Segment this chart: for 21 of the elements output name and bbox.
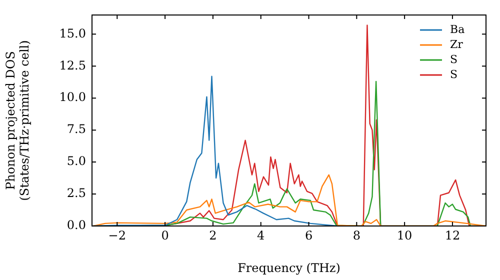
- legend-label: Zr: [450, 38, 464, 51]
- y-tick-label: 12.5: [59, 58, 86, 72]
- x-tick-label: 8: [352, 228, 360, 242]
- y-tick-label: 7.5: [66, 122, 86, 136]
- y-tick-label: 10.0: [59, 90, 86, 104]
- y-tick-label: 0.0: [66, 218, 86, 232]
- x-axis-title: Frequency (THz): [238, 260, 340, 275]
- x-tick-label: −2: [108, 228, 126, 242]
- x-tick-label: 6: [304, 228, 313, 242]
- x-tick-label: 12: [444, 228, 460, 242]
- y-tick-label: 15.0: [59, 26, 86, 40]
- x-tick-label: 4: [257, 228, 266, 242]
- legend-label: S: [450, 52, 458, 66]
- legend-label: Ba: [450, 22, 466, 36]
- y-axis-title: Phonon projected DOS (States/THz·primitive cell): [3, 40, 32, 201]
- x-tick-label: 2: [209, 228, 217, 242]
- y-tick-label: 2.5: [66, 186, 86, 200]
- legend-label: S: [450, 68, 458, 81]
- x-tick-label: 0: [161, 228, 169, 242]
- y-tick-label: 5.0: [66, 154, 86, 168]
- x-tick-label: 10: [396, 228, 412, 242]
